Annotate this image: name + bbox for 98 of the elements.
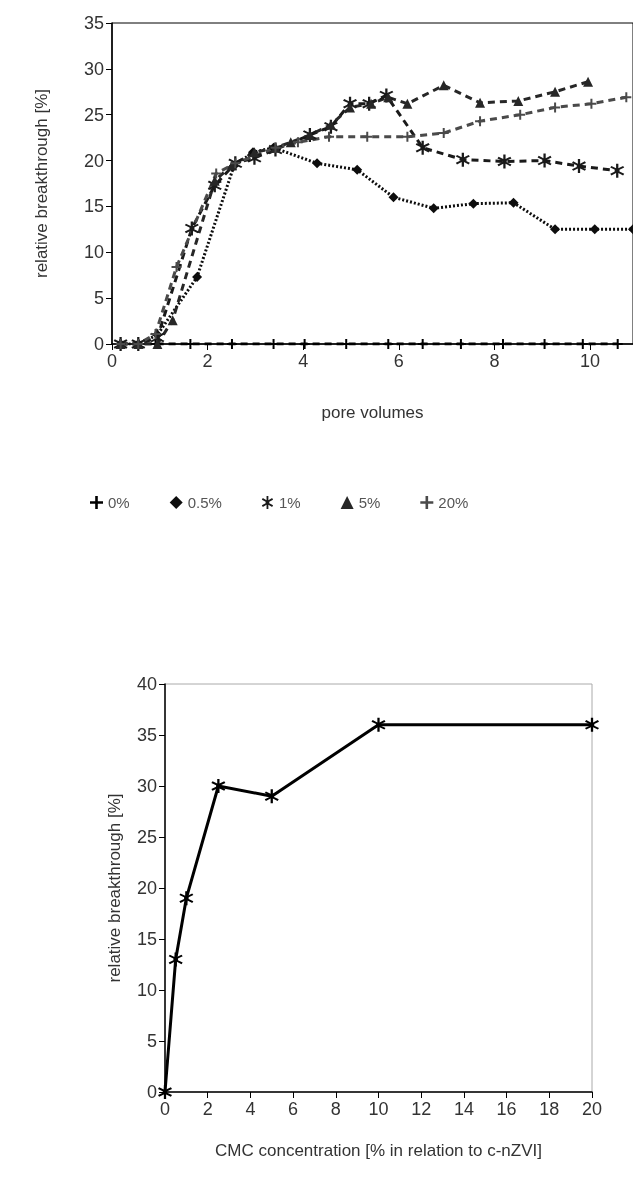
point [583, 76, 594, 87]
x-tick-label: 12 [411, 1099, 432, 1119]
point [167, 315, 178, 326]
x-tick-label: 0 [159, 1099, 171, 1119]
point [417, 339, 428, 349]
point [621, 92, 632, 103]
point [586, 98, 597, 109]
point [226, 339, 237, 349]
point [292, 137, 303, 148]
point [402, 98, 413, 109]
point [171, 261, 182, 272]
y-tick-label: 10 [83, 242, 104, 263]
point [475, 97, 486, 108]
point [352, 164, 363, 175]
x-axis-title: CMC concentration [% in relation to c-nZVI] [215, 1141, 542, 1160]
x-tick-label: 4 [245, 1099, 256, 1119]
point [388, 192, 399, 203]
point [468, 198, 479, 209]
point [497, 154, 512, 169]
x-axis-title: pore volumes [321, 403, 424, 422]
y-tick-label: 0 [93, 334, 104, 354]
point [438, 128, 449, 139]
y-tick-label: 5 [93, 288, 104, 309]
x-tick-label: 16 [496, 1099, 517, 1119]
point [299, 339, 310, 349]
legend-label: 1% [278, 494, 301, 511]
x-tick-label: 4 [298, 351, 309, 371]
point [513, 95, 524, 106]
point [211, 779, 226, 793]
y-tick-label: 20 [136, 878, 157, 898]
y-tick-label: 10 [136, 980, 157, 1000]
point [415, 140, 430, 155]
y-tick-label: 25 [83, 104, 104, 125]
point [371, 717, 386, 732]
legend-label: 0.5% [187, 494, 222, 511]
legend-label: 20% [438, 494, 469, 511]
point [383, 92, 394, 103]
y-tick-label: 25 [136, 827, 157, 847]
y-tick-label: 20 [83, 150, 104, 171]
x-tick-label: 8 [489, 351, 500, 371]
point [428, 203, 439, 214]
point [285, 137, 296, 148]
point [184, 221, 199, 236]
point [362, 131, 373, 142]
point [383, 339, 394, 349]
point [455, 339, 466, 349]
x-tick-label: 8 [330, 1099, 341, 1119]
x-tick-label: 6 [393, 351, 404, 371]
point [612, 339, 623, 349]
point [345, 102, 356, 113]
point [312, 158, 323, 169]
x-tick-label: 6 [288, 1099, 299, 1119]
x-tick-label: 10 [368, 1099, 389, 1119]
point [537, 153, 552, 168]
point [571, 159, 586, 174]
y-tick-label: 5 [146, 1031, 157, 1051]
point [550, 224, 561, 235]
point [438, 80, 449, 91]
point [264, 789, 279, 804]
point [539, 339, 550, 349]
point [508, 197, 519, 208]
point [589, 224, 600, 235]
y-axis-title: relative breakthrough [%] [32, 89, 51, 278]
point [179, 891, 194, 906]
y-tick-label: 15 [136, 929, 157, 949]
point [550, 102, 561, 113]
y-tick-label: 30 [83, 58, 104, 79]
x-tick-label: 14 [453, 1099, 474, 1119]
point [211, 168, 222, 179]
x-tick-label: 2 [202, 351, 213, 371]
y-tick-label: 15 [83, 196, 104, 217]
y-tick-label: 40 [136, 674, 157, 694]
legend-label: 0% [108, 494, 130, 511]
point [585, 717, 599, 732]
legend-label: 5% [358, 494, 381, 511]
point [192, 272, 203, 283]
x-tick-label: 18 [539, 1099, 560, 1119]
point [550, 86, 561, 97]
x-tick-label: 10 [579, 351, 600, 371]
y-tick-label: 35 [136, 725, 157, 745]
x-tick-label: 2 [202, 1099, 213, 1119]
point [610, 163, 625, 178]
point [325, 119, 336, 130]
y-axis-title: relative breakthrough [%] [105, 793, 124, 983]
point [402, 131, 413, 142]
point [366, 98, 377, 109]
point [209, 175, 220, 186]
point [475, 116, 486, 127]
x-tick-label: 0 [106, 351, 118, 371]
x-tick-label: 20 [581, 1099, 603, 1119]
point [515, 109, 526, 120]
y-tick-label: 35 [83, 13, 104, 33]
y-tick-label: 0 [146, 1082, 157, 1102]
point [324, 131, 334, 142]
point [455, 152, 470, 167]
point [158, 1085, 172, 1099]
point [168, 952, 183, 967]
y-tick-label: 30 [136, 776, 157, 796]
